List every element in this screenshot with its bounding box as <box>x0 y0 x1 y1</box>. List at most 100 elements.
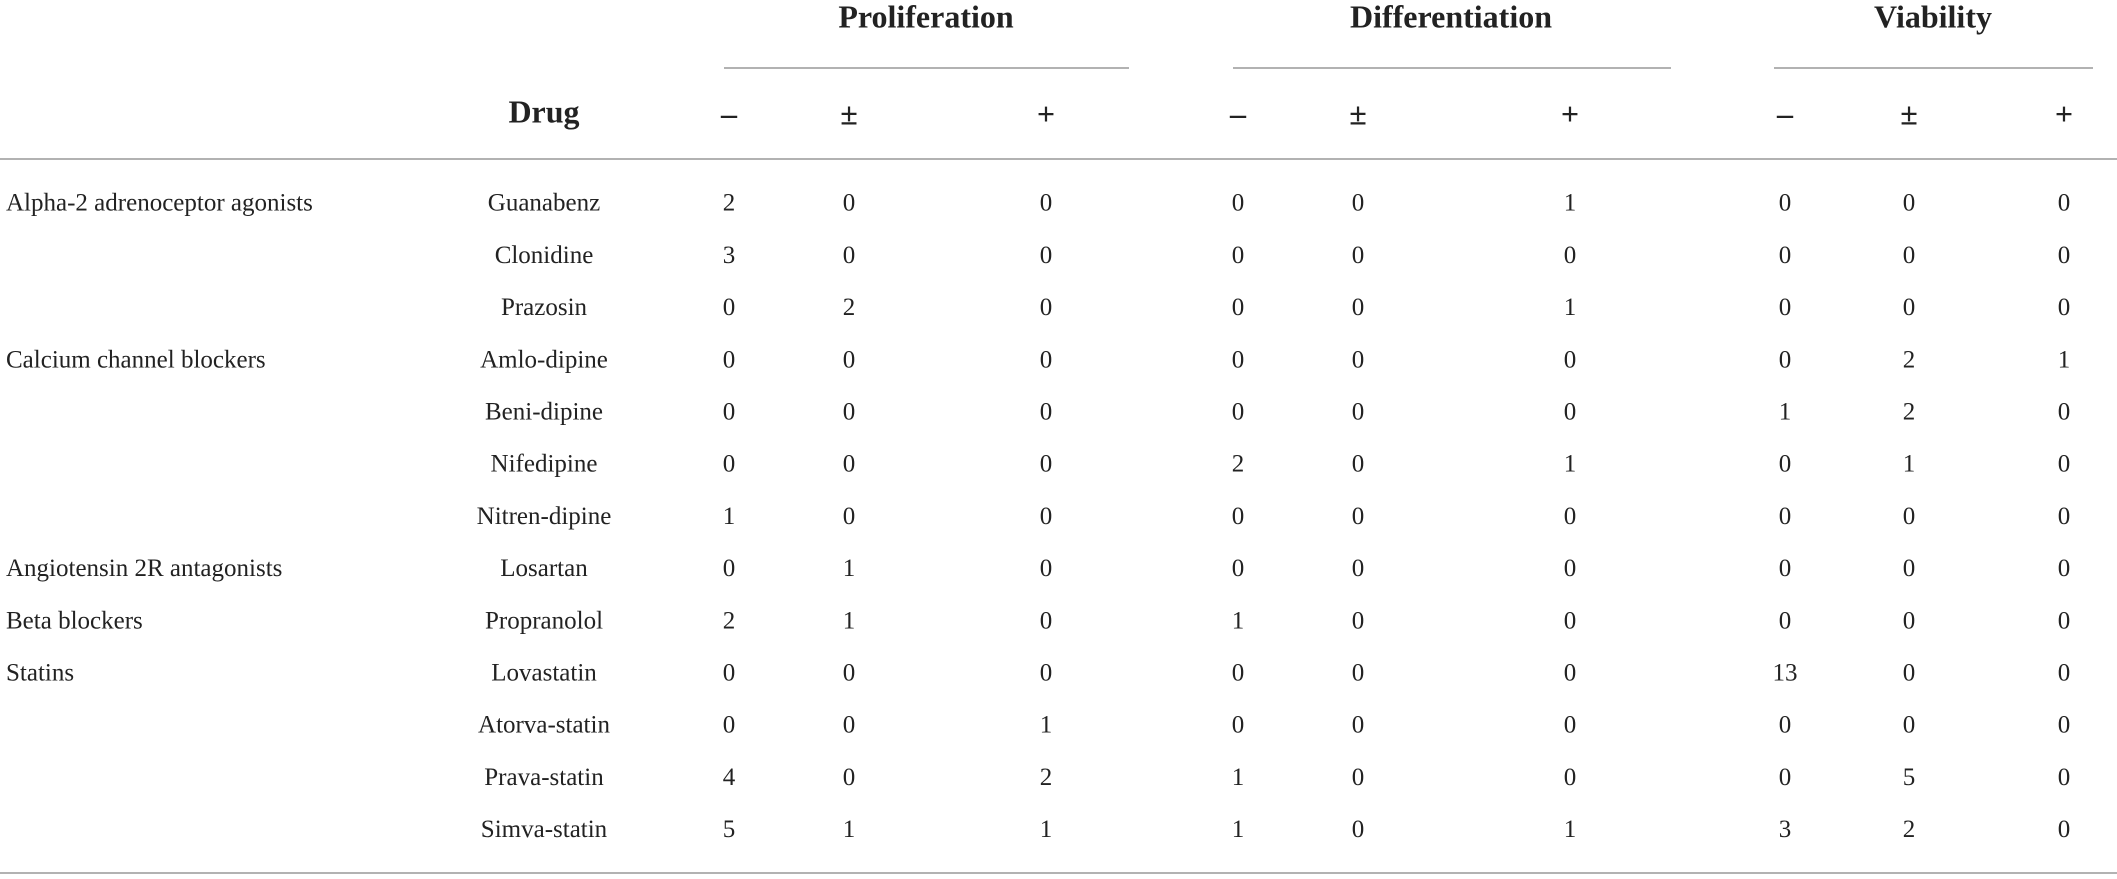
cell-value: 0 <box>1352 242 1365 269</box>
drug-name: Atorva-statin <box>478 712 610 739</box>
group-header: Viability <box>1874 0 1992 34</box>
drug-class: Alpha-2 adrenoceptor agonists <box>6 190 313 217</box>
drug-name: Clonidine <box>495 242 594 269</box>
drug-class: Statins <box>6 660 74 687</box>
cell-value: 13 <box>1773 660 1798 687</box>
cell-value: 0 <box>1352 660 1365 687</box>
cell-value: 0 <box>1352 712 1365 739</box>
cell-value: 0 <box>843 346 856 373</box>
cell-value: 0 <box>1352 451 1365 478</box>
cell-value: 1 <box>1040 712 1053 739</box>
cell-value: 0 <box>1232 555 1245 582</box>
cell-value: 5 <box>723 816 736 843</box>
cell-value: 1 <box>723 503 736 530</box>
cell-value: 0 <box>723 346 736 373</box>
cell-value: 0 <box>1040 294 1053 321</box>
cell-value: 0 <box>2058 451 2071 478</box>
drug-name: Beni-dipine <box>485 399 603 426</box>
cell-value: 0 <box>1779 242 1792 269</box>
cell-value: 0 <box>2058 190 2071 217</box>
cell-value: 0 <box>1352 346 1365 373</box>
cell-value: 0 <box>2058 294 2071 321</box>
cell-value: 1 <box>1564 190 1577 217</box>
cell-value: 0 <box>2058 816 2071 843</box>
cell-value: 1 <box>1903 451 1916 478</box>
cell-value: 1 <box>843 607 856 634</box>
cell-value: 0 <box>1779 764 1792 791</box>
drug-name: Losartan <box>500 555 588 582</box>
drug-header: Drug <box>508 93 579 129</box>
cell-value: 0 <box>843 451 856 478</box>
cell-value: 0 <box>1040 607 1053 634</box>
cell-value: 2 <box>1903 346 1916 373</box>
cell-value: 0 <box>1040 242 1053 269</box>
cell-value: 4 <box>723 764 736 791</box>
cell-value: 0 <box>1232 503 1245 530</box>
cell-value: 1 <box>2058 346 2071 373</box>
cell-value: 1 <box>1564 816 1577 843</box>
cell-value: 2 <box>723 190 736 217</box>
column-header: + <box>1561 95 1579 131</box>
cell-value: 0 <box>1564 555 1577 582</box>
cell-value: 1 <box>1232 816 1245 843</box>
drug-name: Lovastatin <box>491 660 597 687</box>
cell-value: 0 <box>1903 712 1916 739</box>
group-header: Differentiation <box>1350 0 1552 34</box>
cell-value: 0 <box>1564 399 1577 426</box>
cell-value: 0 <box>2058 242 2071 269</box>
cell-value: 0 <box>1352 399 1365 426</box>
cell-value: 2 <box>843 294 856 321</box>
cell-value: 0 <box>843 190 856 217</box>
cell-value: 0 <box>1232 190 1245 217</box>
cell-value: 0 <box>1564 712 1577 739</box>
cell-value: 0 <box>843 660 856 687</box>
column-header: ± <box>1349 95 1367 131</box>
cell-value: 0 <box>1352 555 1365 582</box>
cell-value: 0 <box>1564 660 1577 687</box>
cell-value: 3 <box>1779 816 1792 843</box>
cell-value: 0 <box>1779 503 1792 530</box>
cell-value: 0 <box>1232 294 1245 321</box>
cell-value: 0 <box>2058 712 2071 739</box>
cell-value: 0 <box>1779 190 1792 217</box>
cell-value: 0 <box>2058 764 2071 791</box>
cell-value: 0 <box>843 399 856 426</box>
cell-value: 0 <box>1352 503 1365 530</box>
drug-class: Angiotensin 2R antagonists <box>6 555 282 582</box>
cell-value: 0 <box>1903 555 1916 582</box>
cell-value: 1 <box>1564 451 1577 478</box>
drug-class: Calcium channel blockers <box>6 346 266 373</box>
cell-value: 0 <box>1040 190 1053 217</box>
group-header: Proliferation <box>838 0 1014 34</box>
cell-value: 0 <box>2058 555 2071 582</box>
cell-value: 0 <box>1779 555 1792 582</box>
cell-value: 0 <box>1232 660 1245 687</box>
column-header: ± <box>1900 95 1918 131</box>
cell-value: 0 <box>1903 503 1916 530</box>
cell-value: 5 <box>1903 764 1916 791</box>
cell-value: 0 <box>723 712 736 739</box>
cell-value: 2 <box>1040 764 1053 791</box>
cell-value: 0 <box>1040 451 1053 478</box>
cell-value: 0 <box>723 660 736 687</box>
cell-value: 0 <box>1040 555 1053 582</box>
cell-value: 0 <box>1564 607 1577 634</box>
drug-name: Simva-statin <box>481 816 608 843</box>
cell-value: 0 <box>1352 607 1365 634</box>
cell-value: 2 <box>1903 399 1916 426</box>
cell-value: 0 <box>1903 294 1916 321</box>
cell-value: 0 <box>723 555 736 582</box>
cell-value: 0 <box>1779 294 1792 321</box>
cell-value: 0 <box>843 503 856 530</box>
cell-value: 2 <box>723 607 736 634</box>
cell-value: 0 <box>1564 346 1577 373</box>
cell-value: 0 <box>1040 660 1053 687</box>
cell-value: 0 <box>843 764 856 791</box>
cell-value: 0 <box>1040 399 1053 426</box>
cell-value: 0 <box>1903 607 1916 634</box>
cell-value: 3 <box>723 242 736 269</box>
drug-name: Propranolol <box>485 607 603 634</box>
cell-value: 2 <box>1903 816 1916 843</box>
cell-value: 0 <box>1903 660 1916 687</box>
